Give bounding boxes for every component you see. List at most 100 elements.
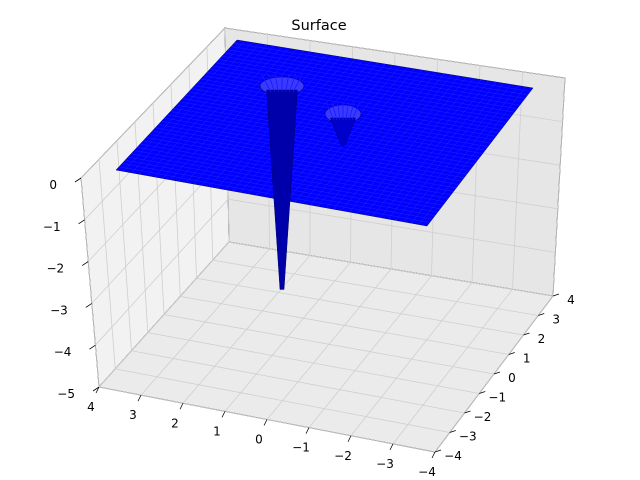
y-tick-label: −3	[459, 430, 477, 444]
grid-line	[308, 275, 432, 428]
grid-line	[98, 241, 230, 388]
y-tick	[538, 313, 545, 316]
well-rim-line	[285, 73, 290, 93]
grid-line	[196, 277, 524, 336]
z-tick	[85, 303, 93, 308]
x-tick-label: 2	[171, 416, 179, 430]
grid-line	[80, 27, 226, 179]
surface-mesh-line	[200, 78, 502, 130]
surface-mesh-line	[356, 77, 467, 214]
y-tick	[552, 293, 560, 297]
x-tick-label: 1	[213, 424, 221, 438]
surface-mesh-line	[380, 80, 489, 218]
surface-mesh-line	[364, 78, 474, 215]
y-tick	[449, 430, 456, 433]
x-tick-label: −2	[334, 449, 352, 463]
z-tick-label: 0	[49, 178, 57, 192]
grid-line	[95, 198, 229, 346]
well-rim-line	[261, 73, 272, 93]
surface-mesh-line	[224, 52, 523, 102]
x-tick	[263, 419, 268, 426]
surface-mesh-line	[233, 43, 531, 92]
grid-line	[266, 268, 392, 420]
surface-mesh-line	[230, 46, 528, 96]
z-tick-label: −3	[50, 303, 68, 317]
z-tick-label: −5	[57, 387, 75, 401]
well-rim-line	[345, 101, 350, 121]
surface-mesh-line	[209, 69, 510, 120]
z-tick	[78, 219, 85, 225]
well-rim-line	[325, 101, 335, 121]
x-tick	[431, 451, 436, 459]
well-rim-line	[331, 101, 338, 121]
surface-mesh-line	[325, 72, 437, 208]
surface-mesh-line	[341, 74, 452, 211]
y-tick-label: 3	[552, 313, 560, 327]
grid-line	[80, 177, 100, 388]
grid-line	[512, 71, 523, 290]
surface-mesh-line	[387, 81, 497, 220]
surface-mesh-line	[403, 84, 511, 222]
surface-plot	[115, 39, 534, 290]
grid-line	[552, 77, 566, 297]
y-tick	[464, 410, 471, 414]
x-tick-label: 3	[129, 408, 137, 422]
y-tick-label: 2	[538, 332, 546, 346]
x-tick	[221, 411, 226, 418]
surface-mesh-line	[212, 65, 512, 116]
well-rim-line	[274, 73, 279, 93]
x-tick-label: 0	[255, 433, 263, 447]
surface-mesh-line	[227, 49, 526, 99]
y-tick	[523, 332, 530, 336]
grid-line	[116, 140, 132, 351]
z-tick-label: −2	[46, 262, 64, 276]
grid-line	[350, 282, 473, 436]
z-tick	[92, 386, 100, 392]
well-body	[330, 117, 356, 146]
surface-mesh-line	[206, 72, 507, 123]
y-tick-label: 1	[523, 352, 531, 366]
z-tick	[74, 177, 82, 183]
surface-mesh-line	[317, 71, 430, 207]
well-rim-line	[267, 73, 276, 93]
grid-line	[212, 259, 539, 316]
surface-mesh-line	[294, 67, 408, 203]
grid-line	[180, 295, 509, 355]
y-tick	[508, 352, 515, 355]
surface-mesh-line	[215, 62, 515, 113]
y-tick-label: −4	[444, 449, 462, 463]
y-tick	[479, 391, 486, 394]
x-tick-label: −4	[418, 465, 436, 479]
grid-line	[224, 27, 566, 79]
surface-mesh-line	[411, 85, 519, 224]
z-tick	[81, 261, 89, 266]
surface-mesh-line	[221, 56, 520, 106]
surface-mesh-line	[218, 59, 518, 109]
x-tick-label: −3	[376, 457, 394, 471]
surface-mesh-line	[302, 68, 415, 204]
y-tick-label: −2	[474, 410, 492, 424]
well-rim-line	[351, 101, 361, 121]
surface-mesh-line	[372, 79, 482, 217]
well-rim-line	[288, 73, 297, 93]
x-tick	[137, 394, 142, 402]
y-tick-label: −1	[488, 391, 506, 405]
x-tick	[347, 435, 352, 442]
well-rim-line	[336, 101, 341, 121]
surface-mesh-line	[203, 75, 504, 127]
z-tick	[89, 344, 96, 350]
y-tick-label: 4	[567, 293, 575, 307]
well-rim-line	[348, 101, 355, 121]
x-tick-label: −1	[292, 441, 310, 455]
surface-mesh-line	[179, 101, 483, 154]
x-tick-label: 4	[87, 400, 95, 414]
y-tick	[434, 449, 442, 453]
grid-line	[98, 159, 116, 369]
z-tick-label: −1	[43, 220, 61, 234]
z-tick-label: −4	[54, 345, 72, 359]
x-tick	[179, 403, 184, 410]
grid-line	[392, 289, 513, 445]
surface-mesh-line	[419, 86, 526, 225]
